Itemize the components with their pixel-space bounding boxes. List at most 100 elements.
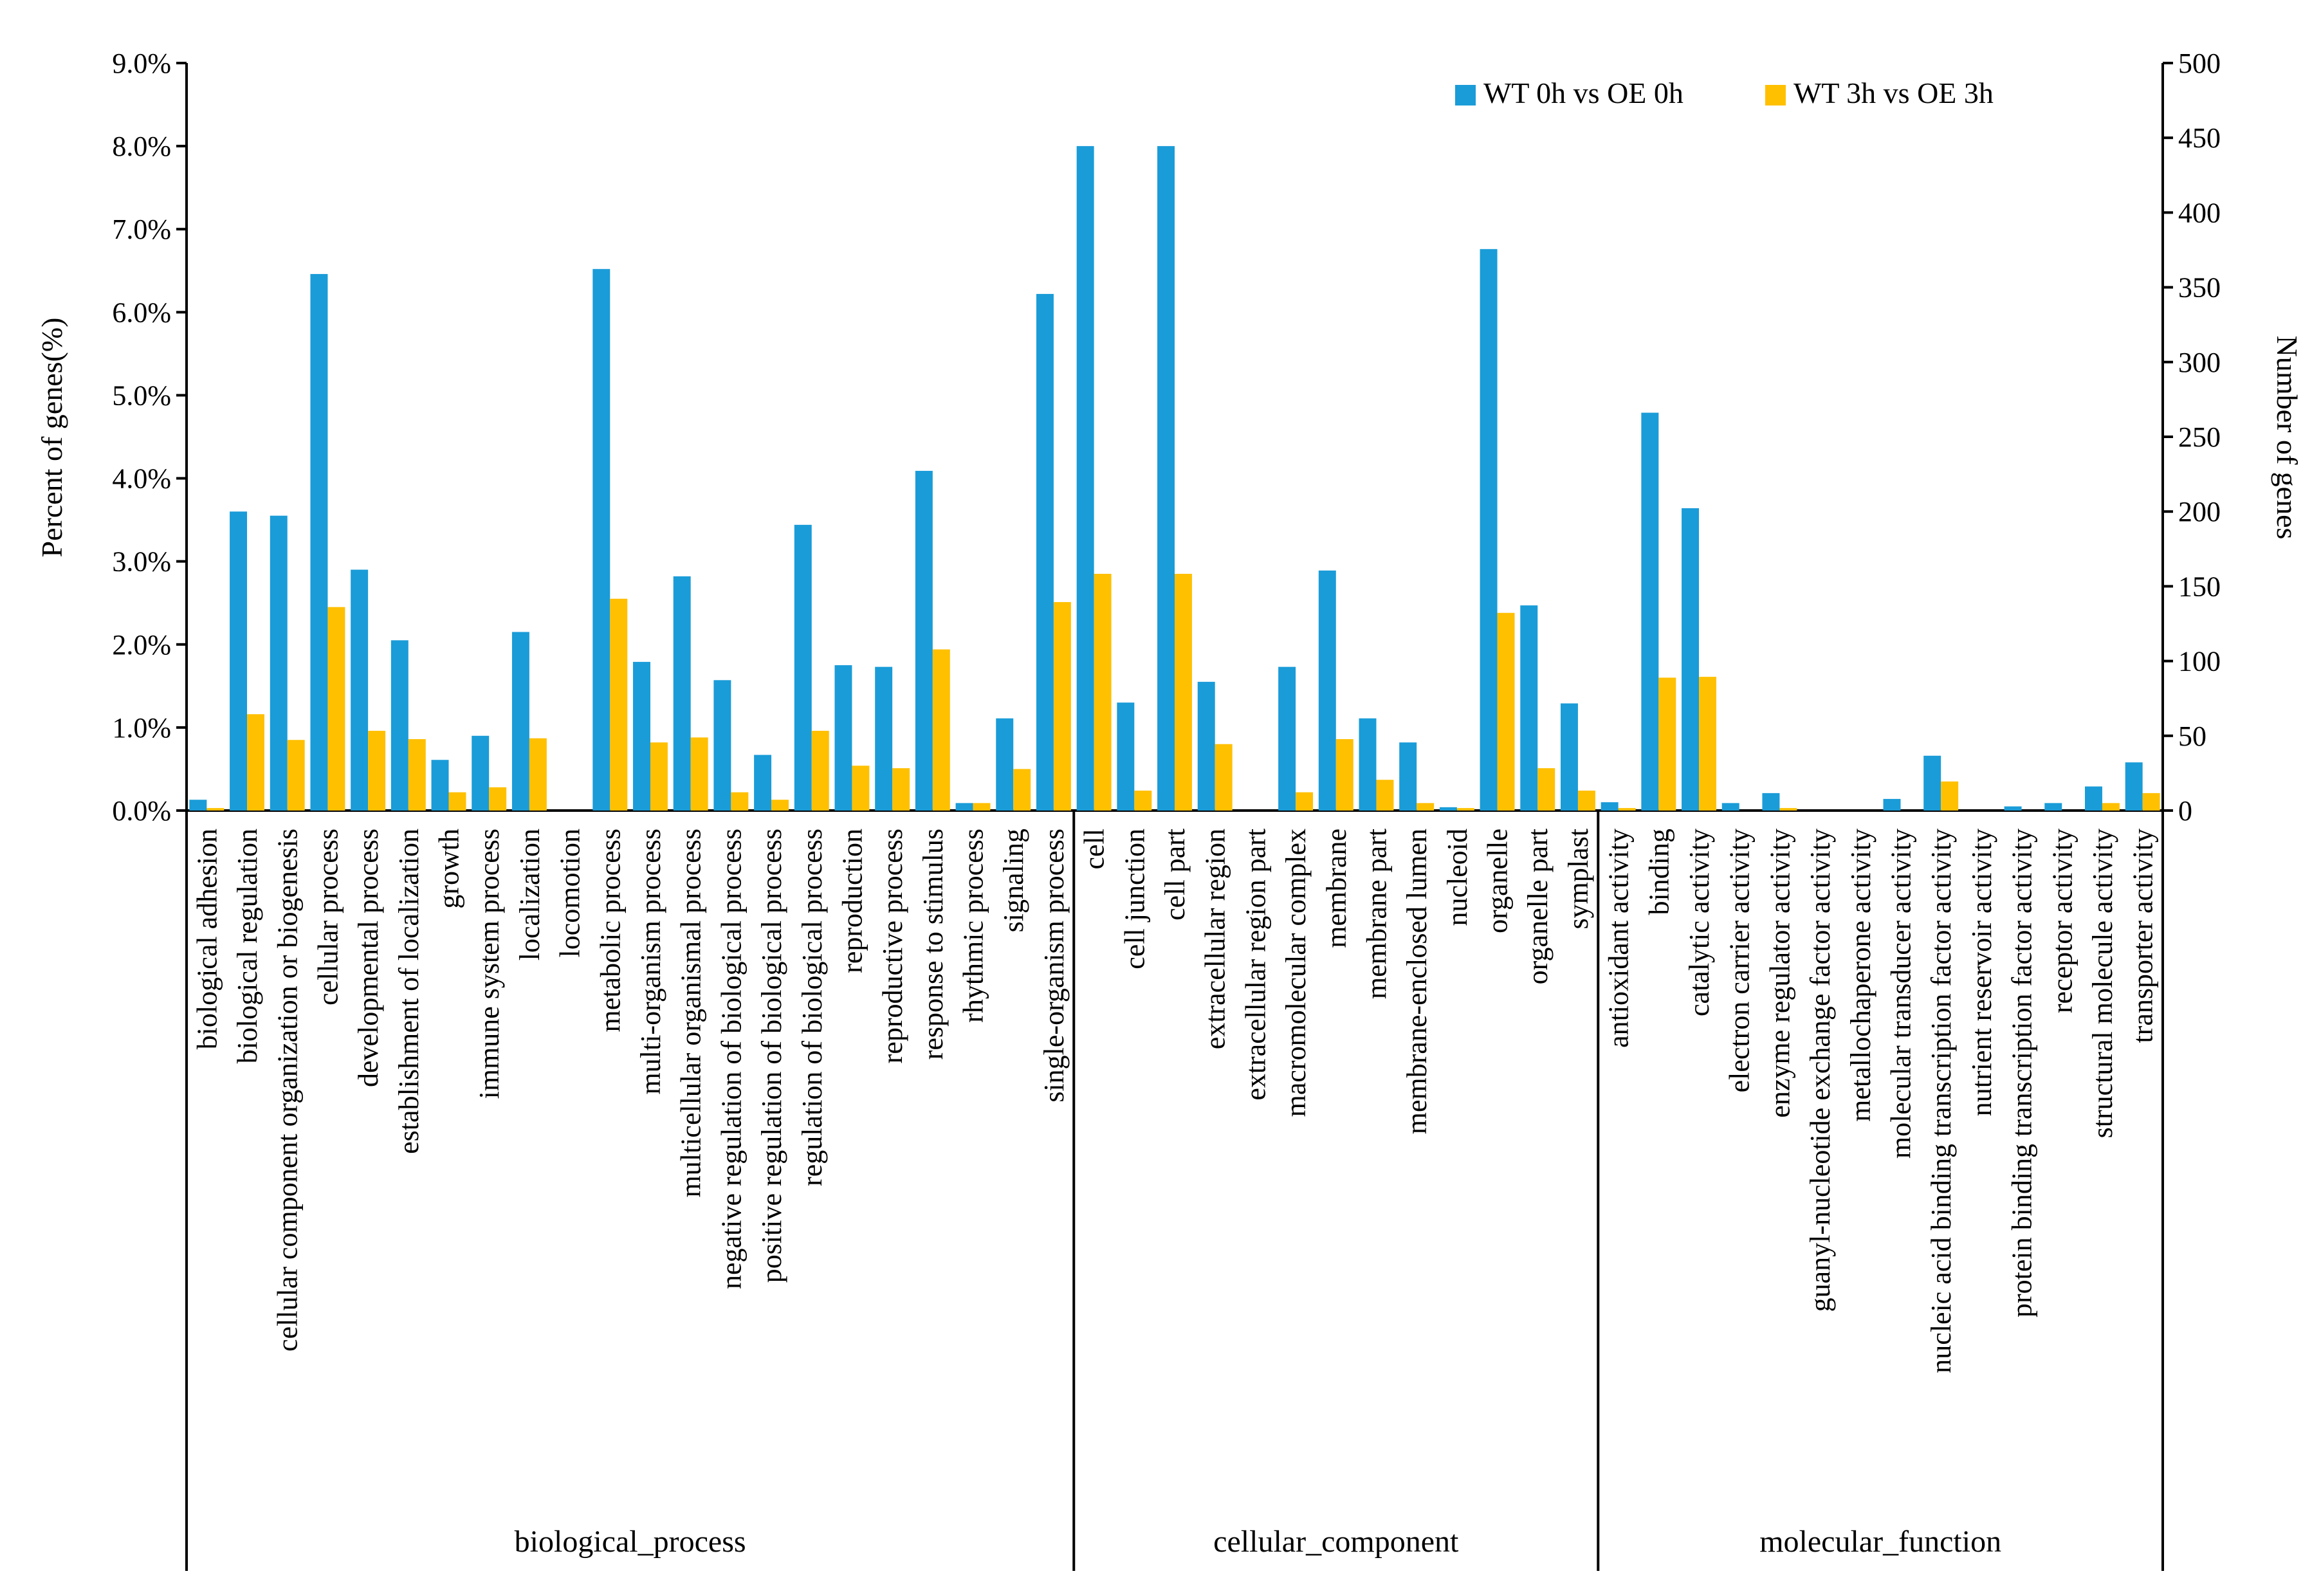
bar-series1 xyxy=(1399,742,1417,811)
category-label: growth xyxy=(434,829,465,909)
bar-series1 xyxy=(834,665,852,811)
axes-layer: 0.0% 1.0% 2.0% 3.0% 4.0% 5.0% 6.0% 7.0% 8.0% 9.0%… xyxy=(112,48,2221,1571)
bar-series2 xyxy=(489,787,507,811)
category-label: biological adhesion xyxy=(191,829,223,1049)
bar-series1 xyxy=(1641,412,1659,811)
category-label: positive regulation of biological proces… xyxy=(756,829,787,1283)
bar-series1 xyxy=(230,511,248,811)
bar-series1 xyxy=(1117,702,1135,811)
category-label: immune system process xyxy=(473,829,505,1099)
category-label: single-organism process xyxy=(1038,829,1070,1103)
bar-series1 xyxy=(2044,803,2062,811)
bar-series1 xyxy=(955,803,973,811)
bar-series1 xyxy=(189,800,207,811)
right-tick-label: 200 xyxy=(2178,496,2221,527)
bar-series2 xyxy=(771,800,789,811)
category-label: nucleic acid binding transcription facto… xyxy=(1925,829,1957,1373)
legend-label-series2: WT 3h vs OE 3h xyxy=(1794,77,1994,109)
bar-series2 xyxy=(610,598,628,811)
bar-series2 xyxy=(1577,791,1595,811)
bar-series1 xyxy=(2125,762,2143,811)
group-label: molecular_function xyxy=(1759,1525,2001,1559)
right-tick-label: 350 xyxy=(2178,272,2221,304)
bar-series1 xyxy=(673,576,691,811)
category-label: macromolecular complex xyxy=(1280,829,1312,1117)
category-label: membrane part xyxy=(1361,829,1392,999)
bar-series1 xyxy=(1359,718,1377,811)
category-label: organelle part xyxy=(1522,829,1554,984)
bar-series2 xyxy=(1779,808,1797,811)
bar-series2 xyxy=(2142,793,2160,811)
group-label: cellular_component xyxy=(1213,1525,1459,1559)
bar-series1 xyxy=(1439,807,1457,811)
bar-series2 xyxy=(1335,738,1353,811)
legend-label-series1: WT 0h vs OE 0h xyxy=(1483,77,1683,109)
bar-series2 xyxy=(448,792,466,811)
category-label: symplast xyxy=(1563,829,1594,929)
bar-series1 xyxy=(511,632,529,811)
bar-series1 xyxy=(1318,570,1336,811)
bar-series1 xyxy=(1520,605,1538,811)
right-tick-label: 100 xyxy=(2178,646,2221,677)
left-tick-label: 8.0% xyxy=(112,131,171,162)
bar-series2 xyxy=(1941,781,1959,811)
category-label: transporter activity xyxy=(2127,829,2159,1043)
bar-series2 xyxy=(650,742,668,811)
category-label: multicellular organismal process xyxy=(675,829,707,1197)
bar-series2 xyxy=(731,792,749,811)
category-label: membrane xyxy=(1321,829,1352,948)
left-axis-title-group: Percent of genes(%) xyxy=(35,318,68,558)
bar-series1 xyxy=(1762,793,1780,811)
bar-series1 xyxy=(1601,802,1619,811)
category-label: biological regulation xyxy=(232,829,263,1063)
category-label: extracellular region xyxy=(1200,829,1231,1049)
bar-series2 xyxy=(368,731,386,811)
bar-series1 xyxy=(592,269,610,811)
category-label: binding xyxy=(1643,829,1674,915)
bar-series2 xyxy=(529,738,547,811)
bar-series1 xyxy=(1036,293,1054,811)
category-label: locomotion xyxy=(555,829,586,957)
category-label: reproductive process xyxy=(877,829,908,1063)
bar-series2 xyxy=(690,737,708,811)
category-label: developmental process xyxy=(353,829,384,1087)
bar-series2 xyxy=(1618,808,1636,811)
group-label: biological_process xyxy=(515,1525,746,1559)
bar-series1 xyxy=(2085,786,2102,811)
right-tick-label: 450 xyxy=(2178,122,2221,154)
bar-series2 xyxy=(1094,574,1112,811)
bar-series1 xyxy=(270,515,288,811)
category-label: establishment of localization xyxy=(393,829,425,1154)
bar-series1 xyxy=(633,661,650,811)
bar-series2 xyxy=(1497,612,1515,811)
bar-series2 xyxy=(1175,574,1192,811)
left-tick-label: 2.0% xyxy=(112,629,171,661)
left-tick-label: 0.0% xyxy=(112,795,171,827)
bar-series1 xyxy=(472,735,490,811)
category-label: metallochaperone activity xyxy=(1845,829,1876,1122)
bar-series1 xyxy=(1560,703,1578,811)
bar-series2 xyxy=(1699,677,1716,811)
bar-series2 xyxy=(206,808,225,811)
category-label: localization xyxy=(514,829,546,960)
bar-series2 xyxy=(1658,677,1676,811)
legend: WT 0h vs OE 0h WT 3h vs OE 3h xyxy=(1455,77,1994,109)
category-label: multi-organism process xyxy=(635,829,666,1094)
legend-swatch-series2 xyxy=(1765,85,1786,105)
category-label: catalytic activity xyxy=(1683,829,1715,1016)
bar-series1 xyxy=(1883,798,1901,811)
bar-series2 xyxy=(1417,803,1435,811)
bar-series1 xyxy=(2004,806,2022,811)
bar-series1 xyxy=(1197,681,1215,811)
bar-series2 xyxy=(932,649,950,811)
category-label: enzyme regulator activity xyxy=(1764,829,1795,1118)
right-tick-label: 150 xyxy=(2178,571,2221,602)
category-label: cell part xyxy=(1159,829,1191,921)
category-label: signaling xyxy=(998,829,1029,932)
bar-series2 xyxy=(973,803,991,811)
category-label: cellular process xyxy=(312,829,344,1005)
bar-series1 xyxy=(996,718,1014,811)
bar-series2 xyxy=(247,714,264,811)
category-label: protein binding transcription factor act… xyxy=(2006,829,2038,1317)
